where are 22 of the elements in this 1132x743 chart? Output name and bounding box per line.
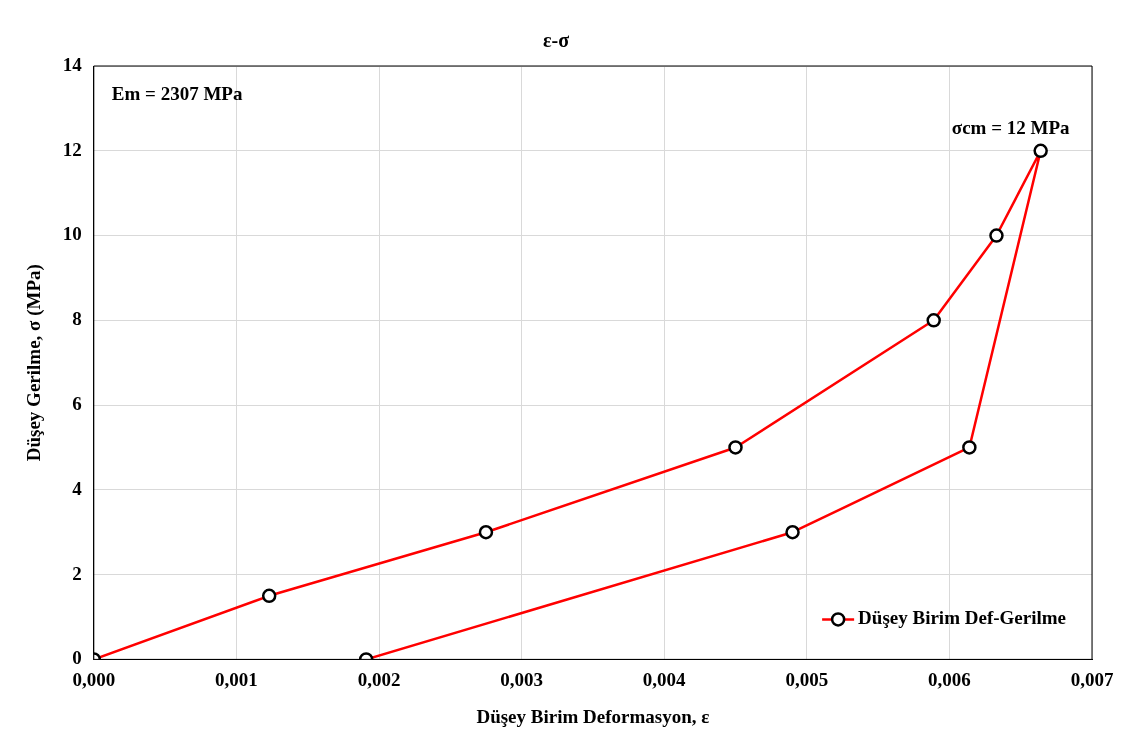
y-tick-label: 4 [72, 477, 83, 499]
y-tick-label: 6 [72, 392, 82, 414]
x-tick-label: 0,002 [357, 668, 401, 690]
y-tick-label: 2 [72, 562, 82, 584]
x-tick-label: 0,005 [785, 668, 829, 690]
x-tick-label: 0,007 [1070, 668, 1114, 690]
x-tick-label: 0,004 [642, 668, 687, 690]
y-tick-label: 0 [72, 647, 82, 669]
y-tick-label: 14 [62, 53, 83, 75]
y-tick-label: 10 [62, 223, 82, 245]
annotation: σcm = 12 MPa [951, 117, 1071, 139]
y-tick-label: 8 [72, 308, 82, 330]
annotation: Em = 2307 MPa [111, 83, 243, 105]
y-tick-label: 12 [62, 138, 82, 160]
x-tick-label: 0,001 [215, 668, 258, 690]
y-axis-title: Düşey Gerilme, σ (MPa) [23, 264, 46, 462]
legend-label: Düşey Birim Def-Gerilme [858, 607, 1067, 629]
x-tick-label: 0,000 [72, 668, 116, 690]
x-tick-label: 0,003 [500, 668, 543, 690]
x-tick-label: 0,006 [928, 668, 971, 690]
x-axis-title: Düşey Birim Deformasyon, ε [476, 705, 710, 727]
chart-title: ε-σ [542, 29, 570, 52]
